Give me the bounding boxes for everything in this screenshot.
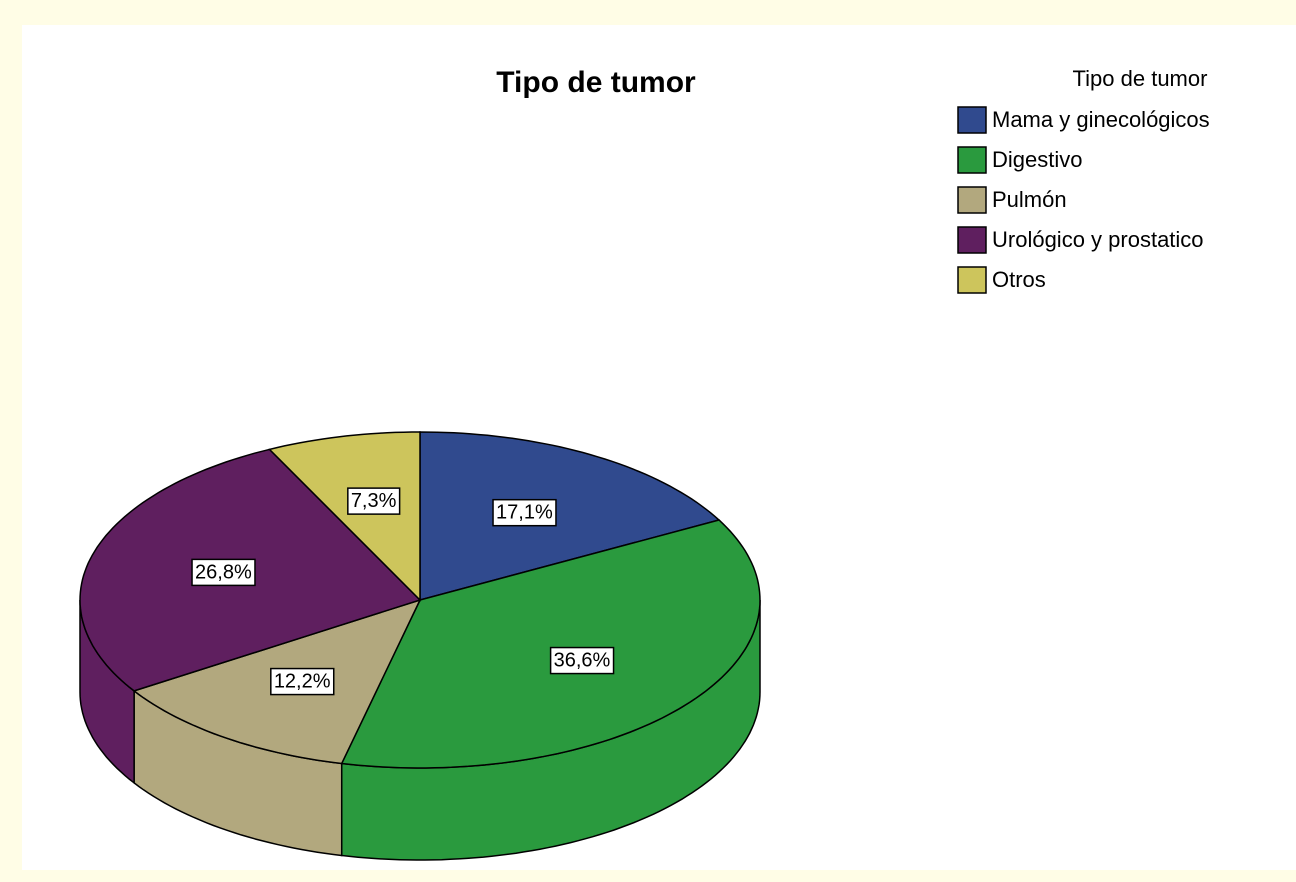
data-label-box [191,558,256,587]
data-label: 26,8% [195,561,252,583]
data-label: 17,1% [496,502,553,524]
legend-swatch [957,106,987,134]
data-label-box [270,667,335,696]
legend-label: Mama y ginecológicos [992,107,1210,132]
chart-title: Tipo de tumor [496,66,696,99]
data-label-box [549,646,615,675]
slice [419,431,721,601]
legend-label: Digestivo [992,147,1082,172]
data-label: 12,2% [274,671,331,693]
data-label: 7,3% [351,490,397,512]
legend-label: Urológico y prostatico [992,227,1204,252]
legend-swatch [957,226,987,254]
data-label-box [492,498,557,527]
data-label: 36,6% [554,650,611,672]
legend-label: Pulmón [992,187,1067,212]
legend-title: Tipo de tumor [1073,66,1208,91]
legend-label: Otros [992,267,1046,292]
data-label-box [347,487,401,515]
slice [268,431,421,602]
slice [340,519,761,769]
legend-swatch [957,186,987,214]
legend-swatch [957,146,987,174]
legend-swatch [957,266,987,294]
